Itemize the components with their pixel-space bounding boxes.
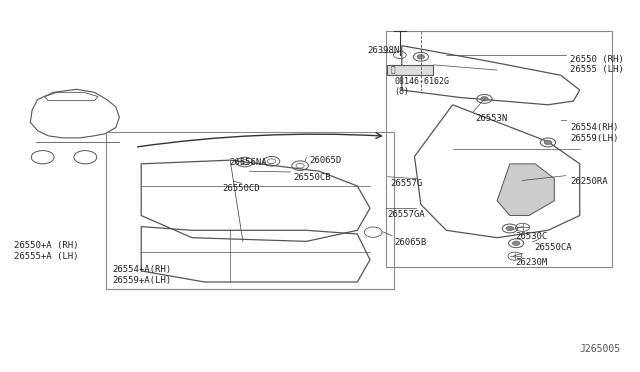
Text: 26554(RH)
26559(LH): 26554(RH) 26559(LH) [570, 123, 619, 142]
Circle shape [481, 97, 488, 101]
FancyBboxPatch shape [387, 65, 433, 75]
Text: 26550 (RH)
26555 (LH): 26550 (RH) 26555 (LH) [570, 55, 624, 74]
Text: 26250RA: 26250RA [570, 177, 608, 186]
Text: 26230M: 26230M [515, 258, 547, 267]
Text: 26556NA: 26556NA [229, 158, 266, 167]
Text: 26065D: 26065D [310, 156, 342, 165]
Bar [386, 31, 611, 267]
Circle shape [506, 226, 514, 231]
Text: 26553N: 26553N [475, 114, 507, 123]
Text: 26065B: 26065B [394, 238, 426, 247]
Text: J265005: J265005 [580, 344, 621, 354]
Text: 08146-6162G
(8): 08146-6162G (8) [394, 77, 449, 96]
Bar [106, 132, 394, 289]
Text: 26557GA: 26557GA [388, 210, 426, 219]
Text: 26550CA: 26550CA [534, 243, 572, 252]
Circle shape [544, 140, 552, 145]
Circle shape [417, 55, 425, 59]
Text: Ⓑ: Ⓑ [391, 65, 396, 74]
Text: 26398N: 26398N [367, 46, 399, 55]
Text: 26550CD: 26550CD [223, 184, 260, 193]
Circle shape [513, 241, 520, 246]
Text: 26550CB: 26550CB [294, 173, 332, 182]
Text: 26530C: 26530C [515, 232, 547, 241]
Text: 26557G: 26557G [390, 179, 422, 187]
Text: 26554+A(RH)
26559+A(LH): 26554+A(RH) 26559+A(LH) [113, 265, 172, 285]
Polygon shape [497, 164, 554, 215]
Text: 26550+A (RH)
26555+A (LH): 26550+A (RH) 26555+A (LH) [14, 241, 79, 261]
